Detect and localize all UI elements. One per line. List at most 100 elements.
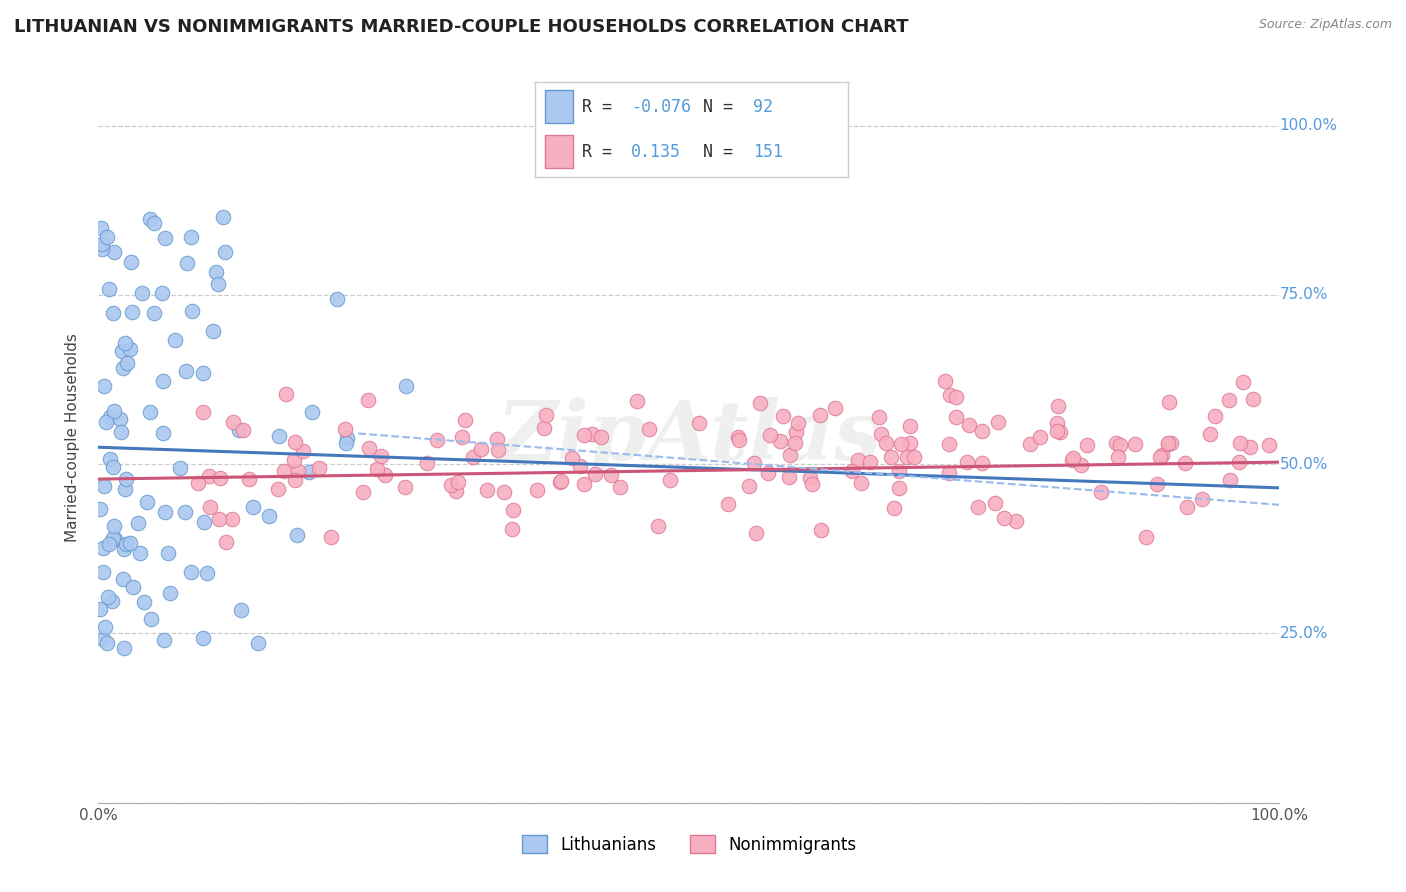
Point [284,435,307,450]
Point [426,433,449,447]
Point [810,523,832,537]
Point [121,304,143,318]
Point [1218,392,1240,407]
Point [202,324,225,338]
Point [849,476,872,491]
Point [1229,436,1251,450]
Point [486,442,509,457]
Point [122,580,145,594]
Point [572,428,595,442]
Point [486,432,509,446]
Point [191,631,214,645]
Point [91,565,114,579]
Point [890,437,912,451]
Point [111,343,134,358]
Point [101,306,124,320]
Point [1257,438,1279,452]
Point [758,466,780,480]
Point [131,286,153,301]
Point [1159,394,1181,409]
Point [308,461,330,475]
Point [212,210,235,224]
Point [1135,530,1157,544]
Point [463,450,485,464]
Point [533,421,555,435]
Point [1018,437,1040,451]
Point [896,450,918,464]
Point [970,456,993,470]
Point [370,450,392,464]
Point [89,602,111,616]
Point [187,476,209,491]
Point [209,471,232,485]
Point [581,427,603,442]
Point [103,519,125,533]
Point [1156,437,1178,451]
Point [394,379,416,393]
Point [357,442,380,456]
Point [737,479,759,493]
Point [647,518,669,533]
Point [846,453,869,467]
Point [1149,450,1171,464]
Point [156,546,179,560]
Point [1005,515,1028,529]
Point [824,401,846,415]
Point [727,430,749,444]
Point [193,366,215,380]
Point [501,522,523,536]
Point [945,390,967,404]
Point [91,541,114,556]
Point [298,465,321,479]
Point [110,425,132,440]
Point [945,410,967,425]
Point [118,342,141,356]
Point [717,497,740,511]
Point [568,459,591,474]
Point [772,409,794,423]
Point [957,417,980,432]
Point [257,508,280,523]
Point [222,416,245,430]
Point [983,496,1005,510]
Text: 75.0%: 75.0% [1279,287,1327,302]
Point [1046,424,1069,438]
Point [284,473,307,487]
Point [934,374,956,388]
Point [1062,450,1084,465]
Point [447,475,470,489]
Point [115,356,138,370]
Point [285,527,308,541]
Point [444,483,467,498]
Point [93,379,115,393]
Point [229,603,252,617]
Point [176,256,198,270]
Point [1157,436,1180,450]
Point [785,425,807,439]
Point [138,405,160,419]
Point [174,505,197,519]
Point [114,482,136,496]
Point [283,452,305,467]
Point [1046,399,1069,413]
Point [970,424,993,438]
Point [1239,441,1261,455]
Point [1219,473,1241,487]
Point [91,632,114,646]
Point [287,464,309,478]
Point [94,415,117,429]
Point [197,566,219,580]
Point [502,502,524,516]
Point [215,535,238,549]
Point [104,533,127,547]
Point [987,415,1010,429]
Point [609,479,631,493]
Text: 100.0%: 100.0% [1279,118,1337,133]
Point [228,423,250,437]
Point [883,501,905,516]
Point [352,485,374,500]
Point [319,530,342,544]
Point [118,536,141,550]
Point [956,454,979,468]
Point [115,537,138,551]
